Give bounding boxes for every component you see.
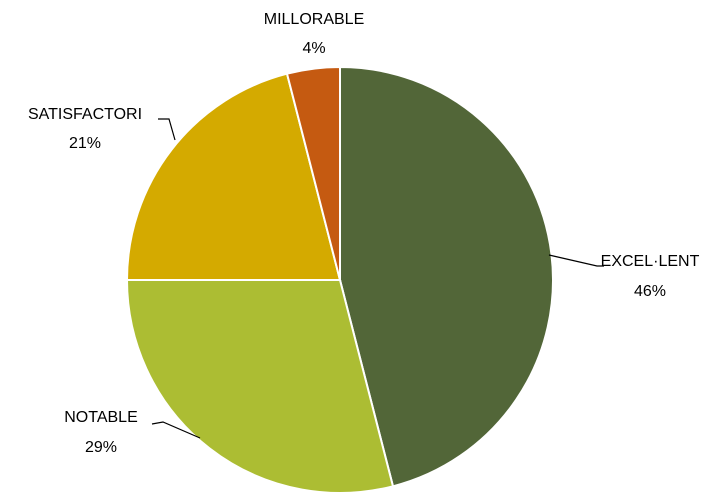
slice-millorable	[285, 65, 341, 281]
slice-excellent	[339, 65, 554, 488]
leader-lines	[151, 118, 604, 439]
slice-notable	[125, 279, 395, 494]
leader-satisfactori	[158, 118, 176, 141]
slice-satisfactori	[125, 72, 342, 281]
leader-notable	[151, 421, 201, 439]
label-satisfactori-name: SATISFACTORI	[28, 106, 142, 123]
label-satisfactori-value: 21%	[69, 135, 101, 152]
label-notable-name: NOTABLE	[64, 409, 138, 426]
label-millorable-name: MILLORABLE	[264, 11, 364, 28]
label-notable-value: 29%	[85, 439, 117, 456]
label-millorable-value: 4%	[302, 40, 325, 57]
label-excellent-name: EXCEL·LENT	[601, 253, 700, 270]
label-excellent-value: 46%	[634, 283, 666, 300]
leader-excellent	[548, 254, 604, 267]
pie-slices	[125, 65, 554, 494]
